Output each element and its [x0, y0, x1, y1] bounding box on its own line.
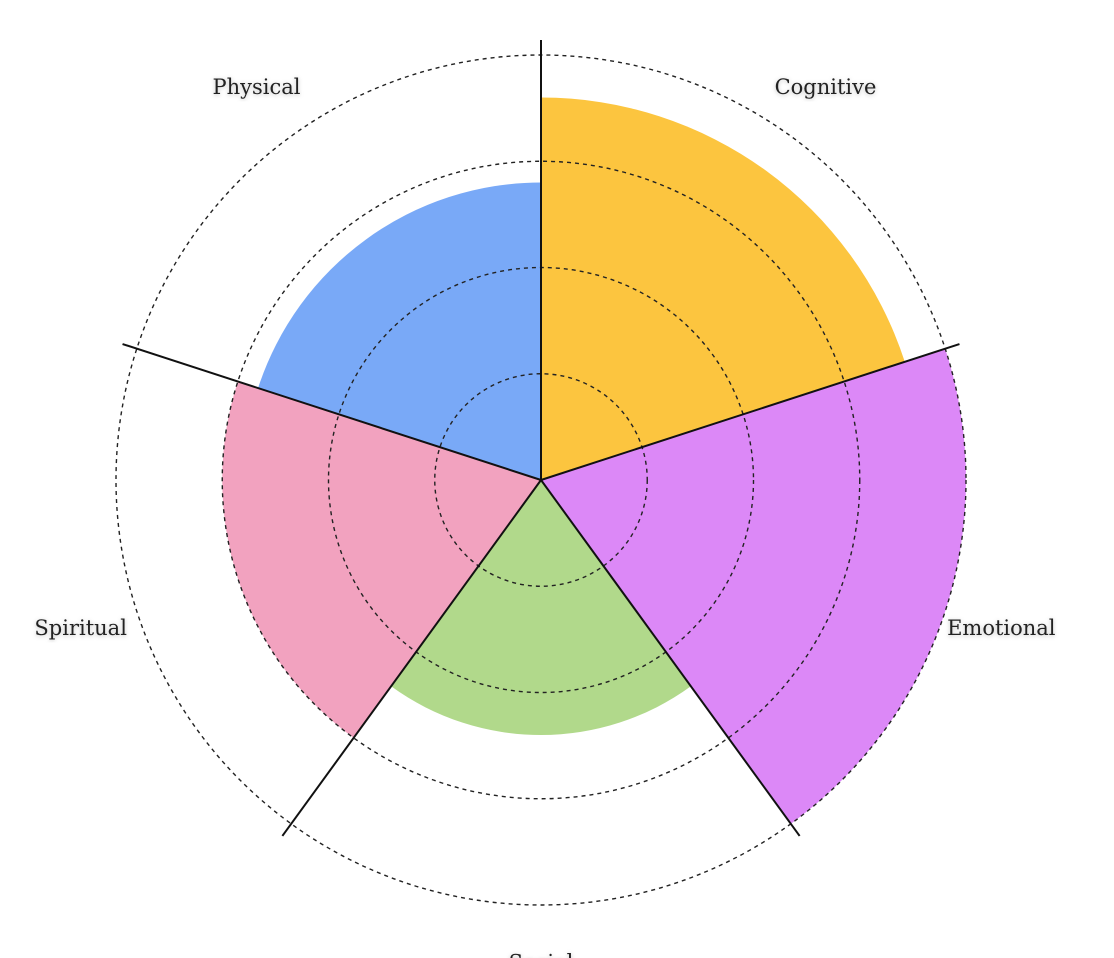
spokes: [122, 40, 960, 837]
sector: [258, 182, 541, 480]
category-label: Spiritual: [34, 616, 127, 640]
sector: [222, 381, 541, 738]
category-label: Emotional: [947, 616, 1056, 640]
category-label: Physical: [213, 75, 301, 99]
sector: [391, 480, 691, 736]
category-label: Cognitive: [775, 75, 877, 99]
spoke: [281, 479, 542, 837]
spoke: [540, 479, 801, 837]
sectors: [222, 97, 967, 824]
spoke: [540, 343, 960, 481]
grid-circle: [434, 373, 648, 587]
grid-circle: [221, 160, 861, 800]
labels: Cognitive Emotional Social Spiritual Physica…: [34, 75, 1055, 958]
sector: [541, 97, 905, 480]
category-label: Social: [509, 951, 574, 958]
spoke: [122, 343, 542, 481]
sector: [541, 348, 967, 824]
